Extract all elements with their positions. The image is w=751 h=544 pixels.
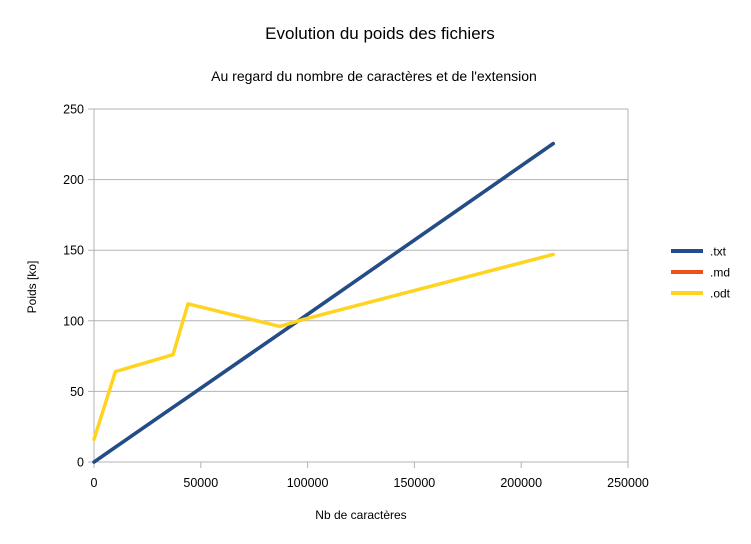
x-tick-label: 100000: [287, 476, 329, 490]
chart-subtitle: Au regard du nombre de caractères et de …: [211, 68, 537, 84]
x-tick-label: 0: [91, 476, 98, 490]
y-tick-label: 150: [63, 244, 84, 258]
y-tick-labels: 0 50 100 150 200 250: [63, 103, 84, 470]
y-tick-label: 0: [77, 456, 84, 470]
legend-item: .txt: [671, 245, 727, 259]
x-tick-label: 50000: [183, 476, 218, 490]
legend-item: .odt: [671, 287, 731, 301]
plot-area: 0 50 100 150 200 250 0 50000 100000 150000 200000…: [63, 103, 649, 491]
x-tick-labels: 0 50000 100000 150000 200000 250000: [91, 476, 649, 490]
x-tick-label: 250000: [607, 476, 649, 490]
x-tick-label: 150000: [394, 476, 436, 490]
y-axis-label: Poids [ko]: [25, 261, 39, 314]
y-tick-label: 200: [63, 173, 84, 187]
y-tick-label: 100: [63, 314, 84, 328]
series-line-odt: [92, 252, 555, 442]
legend-label: .md: [710, 266, 730, 280]
series-line-txt: [92, 141, 555, 464]
legend: .txt .md .odt: [671, 245, 731, 301]
y-tick-label: 250: [63, 103, 84, 117]
chart-title: Evolution du poids des fichiers: [265, 24, 495, 43]
axes: [93, 109, 629, 468]
grid-lines: [88, 108, 628, 463]
series-lines: [92, 141, 555, 464]
legend-item: .md: [671, 266, 730, 280]
legend-label: .odt: [710, 287, 731, 301]
x-tick-label: 200000: [500, 476, 542, 490]
x-axis-label: Nb de caractères: [315, 508, 406, 522]
y-tick-label: 50: [70, 385, 84, 399]
legend-label: .txt: [710, 245, 727, 259]
